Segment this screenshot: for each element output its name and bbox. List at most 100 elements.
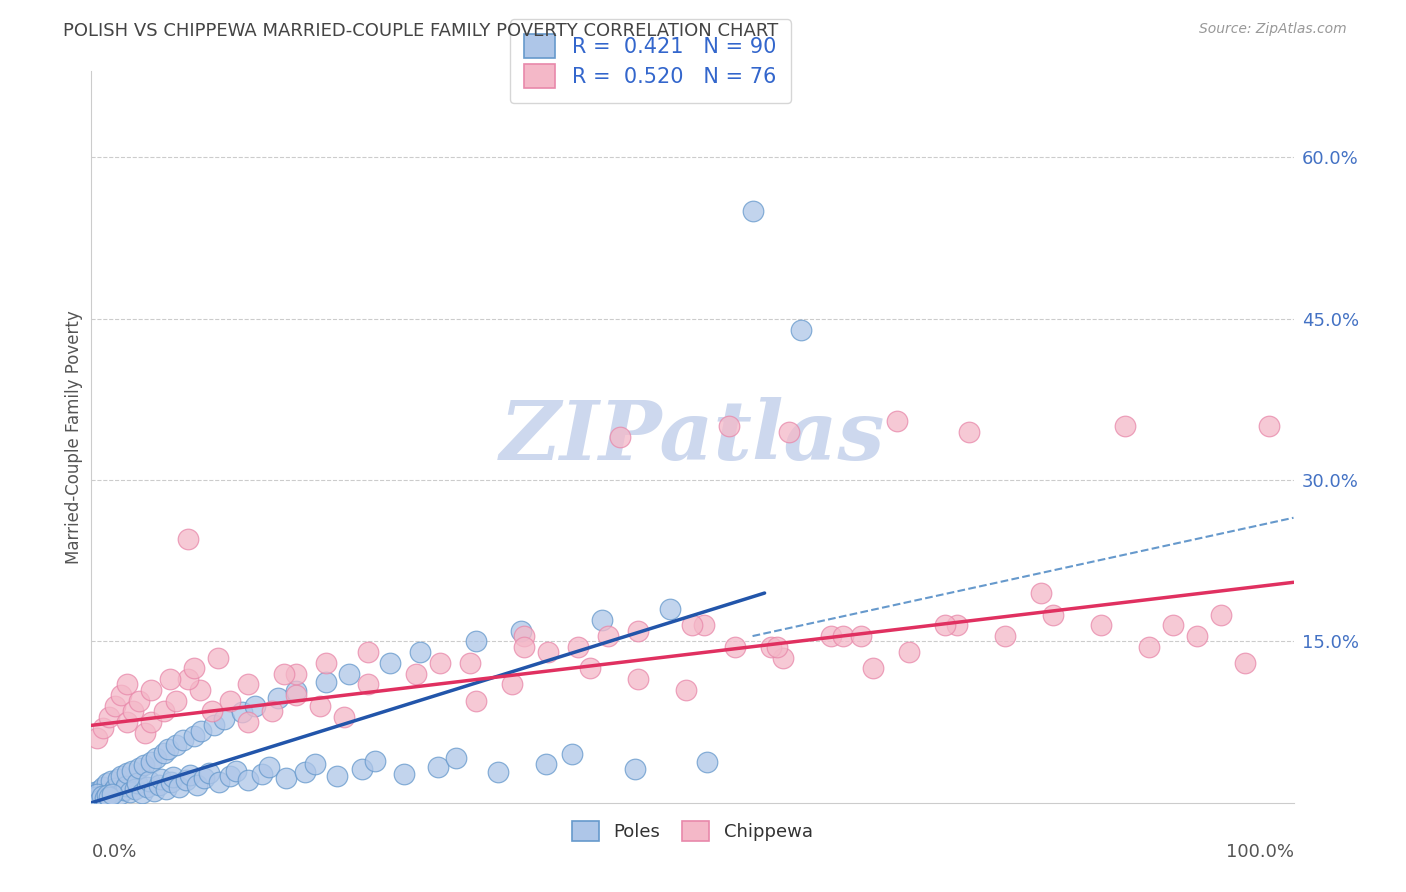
Point bbox=[110, 688, 132, 702]
Point bbox=[364, 754, 387, 768]
Point bbox=[1187, 629, 1209, 643]
Point bbox=[201, 705, 224, 719]
Point bbox=[152, 747, 174, 761]
Point bbox=[96, 789, 118, 803]
Y-axis label: Married-Couple Family Poverty: Married-Couple Family Poverty bbox=[65, 310, 83, 564]
Point bbox=[886, 414, 908, 428]
Legend: Poles, Chippewa: Poles, Chippewa bbox=[565, 814, 820, 848]
Point bbox=[131, 786, 153, 800]
Point bbox=[104, 780, 127, 795]
Point bbox=[357, 677, 380, 691]
Point bbox=[89, 783, 111, 797]
Point bbox=[141, 755, 163, 769]
Point bbox=[167, 780, 190, 794]
Point bbox=[267, 691, 290, 706]
Point bbox=[93, 780, 115, 794]
Point bbox=[537, 645, 560, 659]
Point bbox=[141, 682, 163, 697]
Point bbox=[225, 764, 247, 778]
Point bbox=[486, 764, 509, 779]
Point bbox=[134, 726, 156, 740]
Point bbox=[142, 784, 165, 798]
Point bbox=[176, 672, 198, 686]
Point bbox=[946, 618, 969, 632]
Point bbox=[117, 715, 139, 730]
Point bbox=[157, 742, 180, 756]
Point bbox=[831, 629, 853, 643]
Point bbox=[89, 792, 111, 806]
Point bbox=[128, 693, 150, 707]
Point bbox=[172, 733, 194, 747]
Point bbox=[693, 618, 716, 632]
Point bbox=[145, 750, 167, 764]
Point bbox=[934, 618, 956, 632]
Point bbox=[429, 656, 451, 670]
Point bbox=[86, 787, 108, 801]
Point bbox=[101, 787, 124, 801]
Point bbox=[723, 640, 745, 654]
Point bbox=[124, 781, 146, 796]
Point bbox=[501, 677, 523, 691]
Point bbox=[259, 760, 281, 774]
Point bbox=[426, 760, 449, 774]
Point bbox=[1234, 656, 1257, 670]
Point bbox=[218, 769, 240, 783]
Point bbox=[681, 618, 703, 632]
Point bbox=[1029, 586, 1052, 600]
Point bbox=[957, 425, 980, 439]
Point bbox=[236, 773, 259, 788]
Point bbox=[198, 765, 221, 780]
Point bbox=[148, 778, 170, 792]
Point bbox=[152, 705, 174, 719]
Point bbox=[104, 698, 127, 713]
Point bbox=[717, 419, 740, 434]
Point bbox=[186, 778, 208, 792]
Point bbox=[1258, 419, 1281, 434]
Point bbox=[112, 783, 135, 797]
Point bbox=[176, 773, 198, 788]
Point bbox=[1042, 607, 1064, 622]
Point bbox=[591, 613, 613, 627]
Point bbox=[849, 629, 872, 643]
Point bbox=[862, 661, 884, 675]
Point bbox=[86, 731, 108, 746]
Point bbox=[121, 764, 143, 778]
Point bbox=[84, 785, 107, 799]
Point bbox=[284, 666, 307, 681]
Point bbox=[135, 780, 157, 794]
Point bbox=[96, 776, 118, 790]
Point bbox=[897, 645, 920, 659]
Point bbox=[304, 757, 326, 772]
Point bbox=[208, 775, 231, 789]
Point bbox=[98, 790, 121, 805]
Point bbox=[1161, 618, 1184, 632]
Point bbox=[759, 640, 782, 654]
Point bbox=[162, 770, 184, 784]
Point bbox=[1211, 607, 1233, 622]
Point bbox=[1090, 618, 1112, 632]
Point bbox=[101, 784, 124, 798]
Point bbox=[778, 425, 800, 439]
Point bbox=[820, 629, 842, 643]
Point bbox=[202, 718, 225, 732]
Point bbox=[284, 688, 307, 702]
Point bbox=[212, 712, 235, 726]
Point bbox=[658, 602, 681, 616]
Point bbox=[155, 781, 177, 796]
Point bbox=[183, 729, 205, 743]
Point bbox=[378, 656, 401, 670]
Text: ZIPatlas: ZIPatlas bbox=[499, 397, 886, 477]
Point bbox=[308, 698, 330, 713]
Point bbox=[741, 204, 763, 219]
Point bbox=[696, 755, 718, 769]
Point bbox=[122, 705, 145, 719]
Point bbox=[579, 661, 602, 675]
Point bbox=[408, 645, 430, 659]
Point bbox=[609, 430, 631, 444]
Point bbox=[350, 763, 373, 777]
Point bbox=[675, 682, 697, 697]
Point bbox=[1114, 419, 1136, 434]
Point bbox=[325, 769, 347, 783]
Point bbox=[284, 684, 307, 698]
Point bbox=[315, 675, 337, 690]
